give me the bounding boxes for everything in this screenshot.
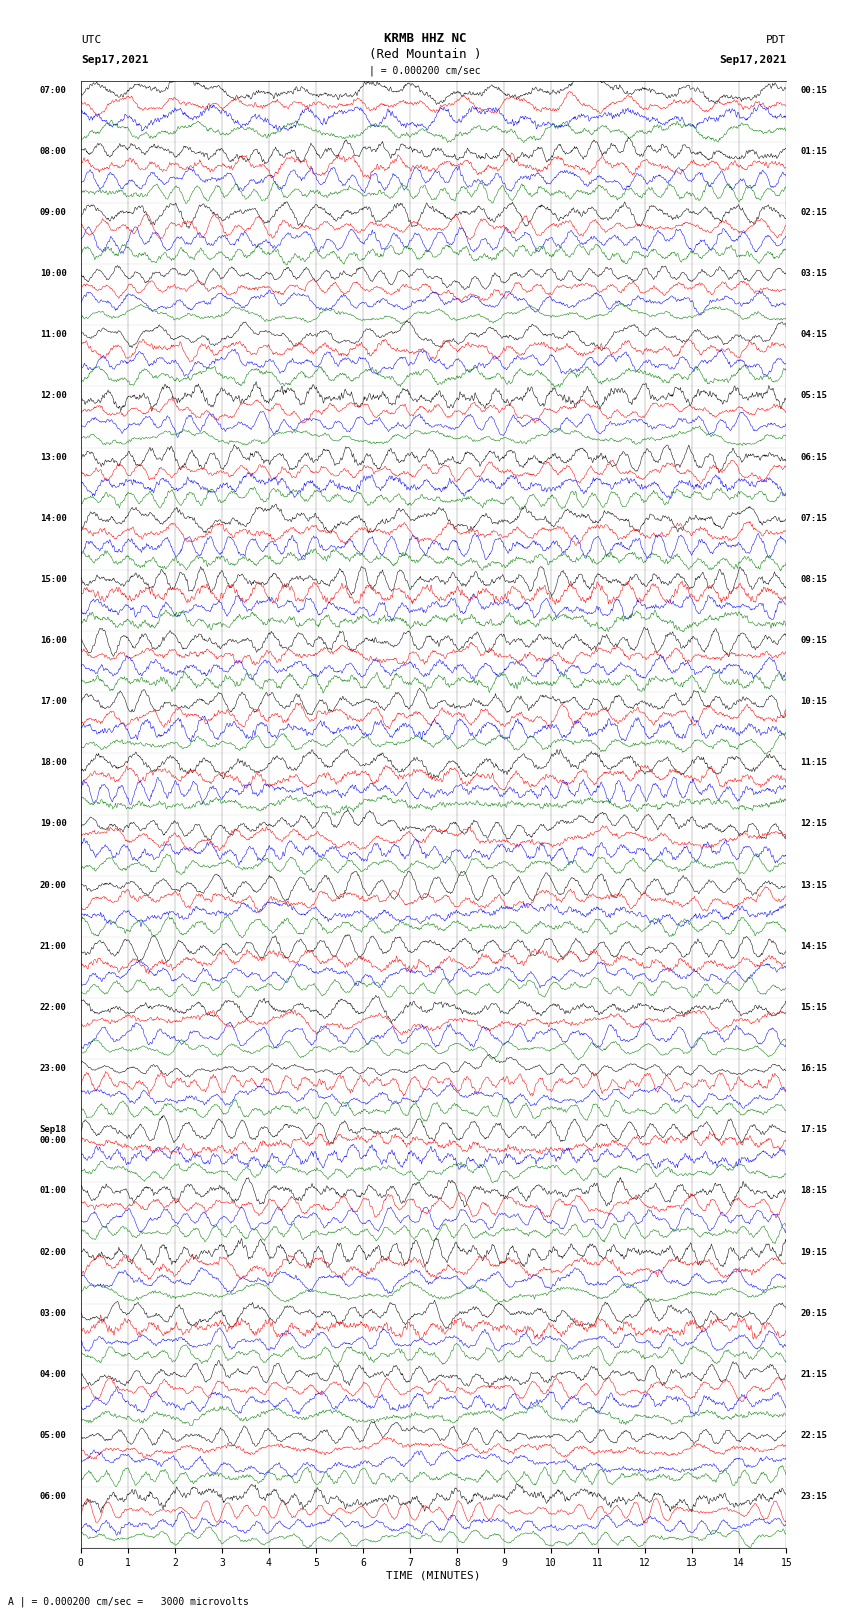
Text: 16:15: 16:15 — [801, 1065, 827, 1073]
Text: 05:15: 05:15 — [801, 392, 827, 400]
Text: 09:15: 09:15 — [801, 636, 827, 645]
X-axis label: TIME (MINUTES): TIME (MINUTES) — [386, 1571, 481, 1581]
Text: 03:15: 03:15 — [801, 269, 827, 277]
Text: 18:15: 18:15 — [801, 1187, 827, 1195]
Text: 20:15: 20:15 — [801, 1308, 827, 1318]
Text: A | = 0.000200 cm/sec =   3000 microvolts: A | = 0.000200 cm/sec = 3000 microvolts — [8, 1595, 249, 1607]
Text: 13:00: 13:00 — [40, 453, 66, 461]
Text: 01:15: 01:15 — [801, 147, 827, 156]
Text: 19:15: 19:15 — [801, 1247, 827, 1257]
Text: 17:15: 17:15 — [801, 1126, 827, 1134]
Text: 06:00: 06:00 — [40, 1492, 66, 1502]
Text: 21:00: 21:00 — [40, 942, 66, 950]
Text: 10:00: 10:00 — [40, 269, 66, 277]
Text: 01:00: 01:00 — [40, 1187, 66, 1195]
Text: 02:15: 02:15 — [801, 208, 827, 216]
Text: Sep18
00:00: Sep18 00:00 — [40, 1126, 66, 1145]
Text: 07:00: 07:00 — [40, 85, 66, 95]
Text: 22:15: 22:15 — [801, 1431, 827, 1440]
Text: 15:15: 15:15 — [801, 1003, 827, 1011]
Text: 09:00: 09:00 — [40, 208, 66, 216]
Text: 19:00: 19:00 — [40, 819, 66, 829]
Text: 13:15: 13:15 — [801, 881, 827, 890]
Text: | = 0.000200 cm/sec: | = 0.000200 cm/sec — [369, 65, 481, 76]
Text: 14:15: 14:15 — [801, 942, 827, 950]
Text: 22:00: 22:00 — [40, 1003, 66, 1011]
Text: 10:15: 10:15 — [801, 697, 827, 706]
Text: 21:15: 21:15 — [801, 1369, 827, 1379]
Text: 11:00: 11:00 — [40, 331, 66, 339]
Text: 18:00: 18:00 — [40, 758, 66, 768]
Text: 02:00: 02:00 — [40, 1247, 66, 1257]
Text: KRMB HHZ NC: KRMB HHZ NC — [383, 32, 467, 45]
Text: 20:00: 20:00 — [40, 881, 66, 890]
Text: 06:15: 06:15 — [801, 453, 827, 461]
Text: 14:00: 14:00 — [40, 513, 66, 523]
Text: (Red Mountain ): (Red Mountain ) — [369, 48, 481, 61]
Text: 12:15: 12:15 — [801, 819, 827, 829]
Text: 03:00: 03:00 — [40, 1308, 66, 1318]
Text: UTC: UTC — [81, 35, 101, 45]
Text: PDT: PDT — [766, 35, 786, 45]
Text: 23:00: 23:00 — [40, 1065, 66, 1073]
Text: 16:00: 16:00 — [40, 636, 66, 645]
Text: 11:15: 11:15 — [801, 758, 827, 768]
Text: 12:00: 12:00 — [40, 392, 66, 400]
Text: Sep17,2021: Sep17,2021 — [719, 55, 786, 65]
Text: 08:15: 08:15 — [801, 574, 827, 584]
Text: 00:15: 00:15 — [801, 85, 827, 95]
Text: 08:00: 08:00 — [40, 147, 66, 156]
Text: 07:15: 07:15 — [801, 513, 827, 523]
Text: 04:15: 04:15 — [801, 331, 827, 339]
Text: 23:15: 23:15 — [801, 1492, 827, 1502]
Text: Sep17,2021: Sep17,2021 — [81, 55, 148, 65]
Text: 04:00: 04:00 — [40, 1369, 66, 1379]
Text: 05:00: 05:00 — [40, 1431, 66, 1440]
Text: 15:00: 15:00 — [40, 574, 66, 584]
Text: 17:00: 17:00 — [40, 697, 66, 706]
